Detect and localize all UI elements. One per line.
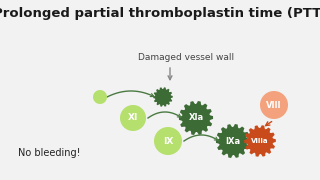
- Polygon shape: [260, 91, 288, 119]
- Polygon shape: [244, 125, 276, 157]
- Text: Prolonged partial thromboplastin time (PTT): Prolonged partial thromboplastin time (P…: [0, 6, 320, 19]
- Text: XIa: XIa: [188, 114, 204, 123]
- Polygon shape: [154, 127, 182, 155]
- Polygon shape: [179, 101, 213, 135]
- Text: IXa: IXa: [225, 136, 241, 145]
- Text: Damaged vessel wall: Damaged vessel wall: [138, 53, 234, 62]
- Polygon shape: [93, 90, 107, 104]
- Text: VIIIa: VIIIa: [251, 138, 269, 144]
- Text: No bleeding!: No bleeding!: [18, 148, 81, 158]
- Polygon shape: [216, 124, 250, 158]
- Text: VIII: VIII: [266, 100, 282, 109]
- Polygon shape: [120, 105, 146, 131]
- Text: XI: XI: [128, 114, 138, 123]
- Text: IX: IX: [163, 136, 173, 145]
- Polygon shape: [153, 87, 173, 107]
